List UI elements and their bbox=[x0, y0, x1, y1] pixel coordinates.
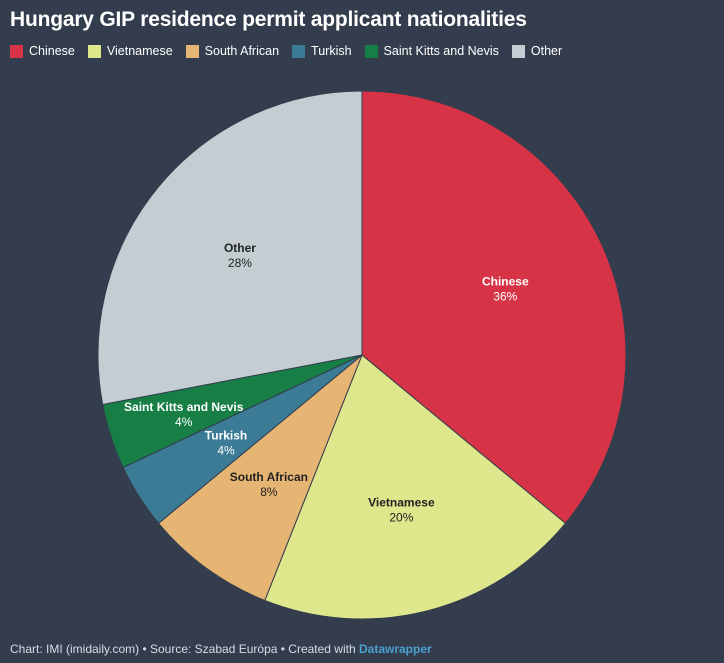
legend-label: Saint Kitts and Nevis bbox=[383, 44, 499, 58]
legend-label: Turkish bbox=[311, 44, 352, 58]
slice-label-other: Other bbox=[224, 241, 256, 255]
legend-swatch bbox=[511, 44, 525, 58]
legend-item-chinese: Chinese bbox=[10, 44, 75, 58]
legend-swatch bbox=[292, 44, 306, 58]
legend-item-other: Other bbox=[511, 44, 563, 58]
pie-slice-south-african[interactable] bbox=[157, 354, 363, 602]
pie-slice-vietnamese[interactable] bbox=[264, 354, 567, 620]
legend-swatch bbox=[185, 44, 199, 58]
pie-slice-chinese[interactable] bbox=[361, 90, 627, 524]
legend-label: Vietnamese bbox=[106, 44, 173, 58]
slice-value-other: 28% bbox=[228, 256, 252, 270]
slice-value-chinese: 36% bbox=[493, 290, 517, 304]
slice-value-saint-kitts-and-nevis: 4% bbox=[175, 415, 193, 429]
legend-swatch bbox=[10, 44, 23, 58]
slice-label-saint-kitts-and-nevis: Saint Kitts and Nevis bbox=[124, 400, 244, 414]
legend: Chinese Vietnamese South African Turkish Sai… bbox=[10, 44, 575, 58]
slice-value-vietnamese: 20% bbox=[389, 510, 413, 524]
footer: Chart: IMI (imidaily.com) • Source: Szab… bbox=[10, 642, 432, 656]
slice-label-south-african: South African bbox=[230, 470, 308, 484]
legend-item-vietnamese: Vietnamese bbox=[87, 44, 173, 58]
slice-label-vietnamese: Vietnamese bbox=[368, 495, 435, 509]
slice-label-chinese: Chinese bbox=[482, 275, 529, 289]
legend-item-south-african: South African bbox=[185, 44, 280, 58]
legend-swatch bbox=[87, 44, 101, 58]
pie-slice-other[interactable] bbox=[97, 90, 363, 406]
datawrapper-link[interactable]: Datawrapper bbox=[358, 642, 432, 656]
legend-label: South African bbox=[204, 44, 280, 58]
chart-title: Hungary GIP residence permit applicant n… bbox=[10, 8, 527, 31]
slice-value-south-african: 8% bbox=[260, 485, 278, 499]
slice-label-turkish: Turkish bbox=[205, 428, 247, 442]
slice-value-turkish: 4% bbox=[217, 443, 235, 457]
legend-item-saint-kitts-and-nevis: Saint Kitts and Nevis bbox=[364, 44, 499, 58]
footer-credits: Chart: IMI (imidaily.com) • Source: Szab… bbox=[10, 642, 359, 656]
legend-item-turkish: Turkish bbox=[292, 44, 352, 58]
legend-swatch bbox=[364, 44, 378, 58]
legend-label: Other bbox=[530, 44, 563, 58]
legend-label: Chinese bbox=[29, 44, 75, 58]
